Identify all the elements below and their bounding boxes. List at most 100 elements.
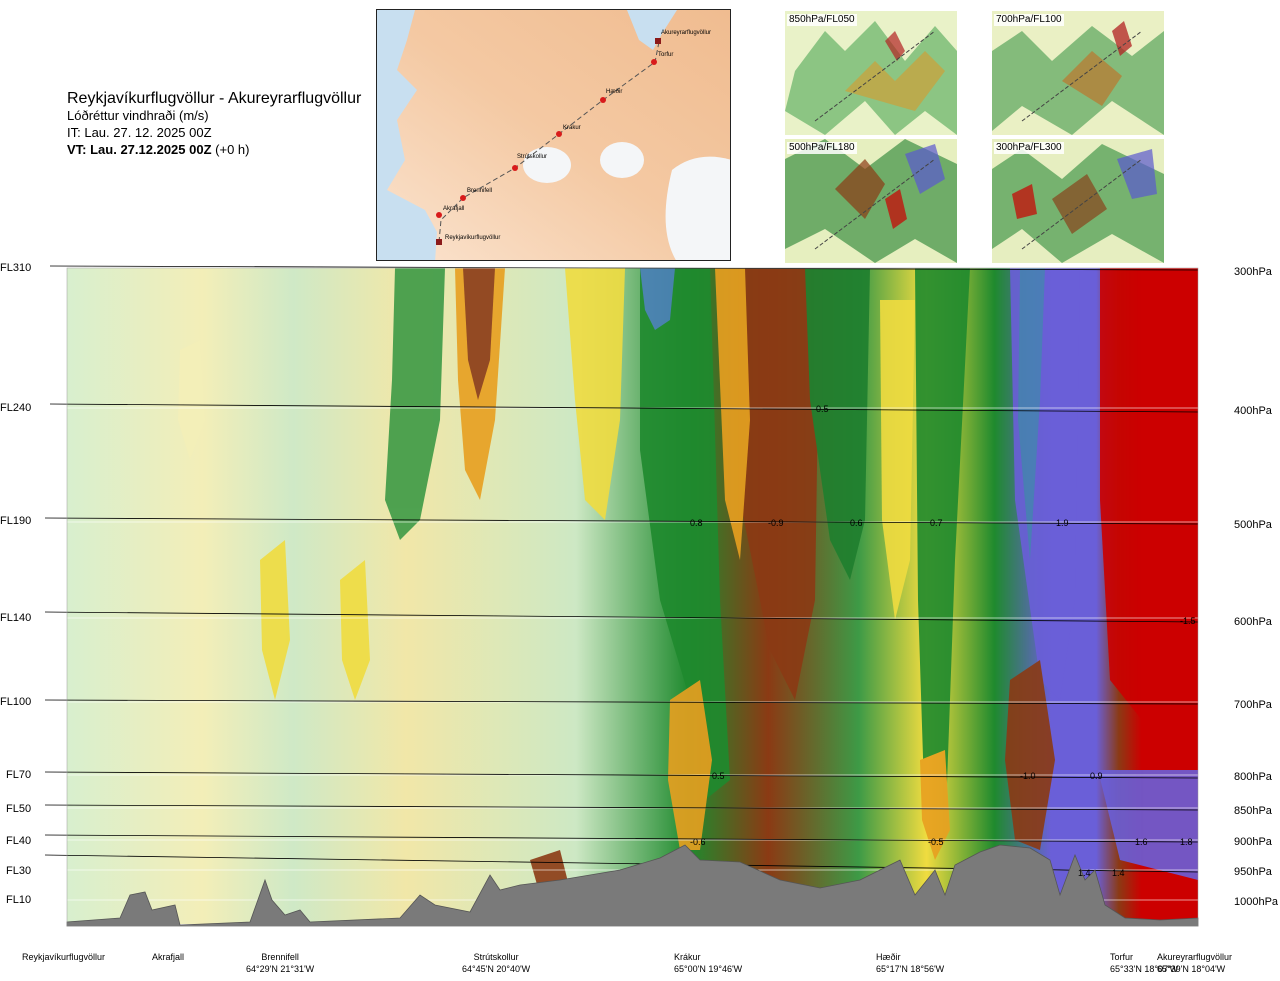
annotation-value: 0.5 <box>816 404 829 414</box>
terrain-profile <box>66 844 1199 927</box>
annotation-value: 0.6 <box>850 518 863 528</box>
init-time: IT: Lau. 27. 12. 2025 00Z <box>67 125 212 140</box>
annotation-value: -0.6 <box>690 837 706 847</box>
mini-map-700-label: 700hPa/FL100 <box>994 14 1064 26</box>
fl-label: FL30 <box>6 865 32 877</box>
map-point-strutskollur <box>512 165 518 171</box>
hpa-label: 300hPa <box>1234 266 1272 278</box>
site-reykjavikurflugvollur: Reykjavíkurflugvöllur <box>22 951 105 963</box>
cross-section-frame <box>66 267 1199 927</box>
map-label-akureyrarflugvollur: Akureyrarflugvöllur <box>661 30 711 36</box>
site-torfur: Torfur 65°33'N 18°07'W <box>1110 951 1178 975</box>
chart-title-block: Reykjavíkurflugvöllur - Akureyrarflugvöl… <box>67 90 361 158</box>
map-label-torfur: Torfur <box>658 52 673 58</box>
route-line <box>438 41 660 243</box>
map-sea-west <box>377 10 437 260</box>
mini-map-700-svg <box>992 11 1164 135</box>
site-name: Akrafjall <box>152 952 185 962</box>
site-akrafjall: Akrafjall <box>152 951 184 963</box>
hpa-label: 900hPa <box>1234 836 1272 848</box>
map-label-brennifell: Brennifell <box>467 188 492 194</box>
map-label-reykjavikurflugvollur: Reykjavíkurflugvöllur <box>445 235 500 241</box>
map-label-haedir: Hæðir <box>606 88 622 95</box>
map-point-haedir <box>600 97 606 103</box>
hpa-label: 950hPa <box>1234 866 1272 878</box>
site-name: Reykjavíkurflugvöllur <box>22 952 106 962</box>
annotation-value: 1.4 <box>1112 868 1125 878</box>
hpa-label: 700hPa <box>1234 699 1272 711</box>
hpa-label: 1000hPa <box>1234 896 1279 908</box>
site-haedir: Hæðir 65°17'N 18°56'W <box>876 951 944 975</box>
map-label-akrafjall: Akrafjall <box>443 206 464 212</box>
map-point-krakur <box>556 131 562 137</box>
fl-label: FL190 <box>0 515 32 527</box>
site-coord: 65°17'N 18°56'W <box>876 964 945 974</box>
annotation-value: -0.5 <box>928 837 944 847</box>
map-point-akureyrarflugvollur <box>655 38 661 44</box>
map-glacier-vatnajokull <box>665 156 730 260</box>
site-name: Brennifell <box>261 952 299 962</box>
fl-label: FL100 <box>0 696 32 708</box>
annotation-value: 1.6 <box>1135 837 1148 847</box>
fl-label: FL140 <box>0 612 32 624</box>
site-coord: 64°45'N 20°40'W <box>462 964 531 974</box>
map-glacier-hofsjokull <box>600 142 644 178</box>
site-akureyrarflugvollur: Akureyrarflugvöllur 65°39'N 18°04'W <box>1157 951 1232 975</box>
map-label-strutskollur: Strútskollur <box>517 154 547 160</box>
map-point-reykjavikurflugvollur <box>436 239 442 245</box>
site-coord: 64°29'N 21°31'W <box>246 964 315 974</box>
annotation-value: 1.4 <box>1078 868 1091 878</box>
map-point-brennifell <box>460 195 466 201</box>
site-coord: 65°33'N 18°07'W <box>1110 964 1179 974</box>
annotation-value: -1.5 <box>1180 616 1196 626</box>
fl-label: FL70 <box>6 769 32 781</box>
cross-section-field <box>67 268 1198 924</box>
annotation-value: 1.9 <box>1056 518 1069 528</box>
site-name: Hæðir <box>876 952 901 962</box>
site-name: Torfur <box>1110 952 1134 962</box>
map-point-torfur <box>651 59 657 65</box>
mini-map-500-svg <box>785 139 957 263</box>
site-name: Strútskollur <box>473 952 519 962</box>
annotation-value: 0.5 <box>712 771 725 781</box>
mini-map-500[interactable]: 500hPa/FL180 <box>785 139 957 263</box>
annotation-value: -1.0 <box>1020 771 1036 781</box>
fl-label: FL240 <box>0 402 32 414</box>
annotation-value: 0.9 <box>1090 771 1103 781</box>
site-coord: 65°00'N 19°46'W <box>674 964 743 974</box>
route-map: Akureyrarflugvöllur Torfur Hæðir Krákur … <box>376 9 731 261</box>
mini-map-300-svg <box>992 139 1164 263</box>
hpa-label: 850hPa <box>1234 805 1272 817</box>
site-coord: 65°39'N 18°04'W <box>1157 964 1226 974</box>
mini-map-850-svg <box>785 11 957 135</box>
hpa-label: 500hPa <box>1234 519 1272 531</box>
mini-map-700[interactable]: 700hPa/FL100 <box>992 11 1164 135</box>
valid-time: VT: Lau. 27.12.2025 00Z (+0 h) <box>67 141 361 158</box>
fl-label: FL50 <box>6 803 32 815</box>
hpa-label: 800hPa <box>1234 771 1272 783</box>
fl-label: FL310 <box>0 262 32 274</box>
map-point-akrafjall <box>436 212 442 218</box>
map-fjord-north <box>627 10 677 50</box>
mini-map-850-label: 850hPa/FL050 <box>787 14 857 26</box>
mini-map-500-label: 500hPa/FL180 <box>787 142 857 154</box>
valid-time-offset: (+0 h) <box>215 142 250 157</box>
site-krakur: Krákur 65°00'N 19°46'W <box>674 951 742 975</box>
map-label-krakur: Krákur <box>563 125 581 131</box>
site-strutskollur: Strútskollur 64°45'N 20°40'W <box>462 951 530 975</box>
valid-time-label: VT: Lau. 27.12.2025 00Z <box>67 142 212 157</box>
variable-subtitle: Lóðréttur vindhraði (m/s) <box>67 108 209 123</box>
annotation-value: 0.8 <box>690 518 703 528</box>
hpa-label: 400hPa <box>1234 405 1272 417</box>
route-title: Reykjavíkurflugvöllur - Akureyrarflugvöl… <box>67 90 362 107</box>
map-glacier-langjokull <box>523 147 571 183</box>
mini-map-850[interactable]: 850hPa/FL050 <box>785 11 957 135</box>
site-name: Akureyrarflugvöllur <box>1157 952 1233 962</box>
route-map-svg: Akureyrarflugvöllur Torfur Hæðir Krákur … <box>377 10 730 260</box>
site-name: Krákur <box>674 952 701 962</box>
mini-map-300[interactable]: 300hPa/FL300 <box>992 139 1164 263</box>
fl-label: FL10 <box>6 894 32 906</box>
fl-label: FL40 <box>6 835 32 847</box>
annotation-value: 1.8 <box>1180 837 1193 847</box>
